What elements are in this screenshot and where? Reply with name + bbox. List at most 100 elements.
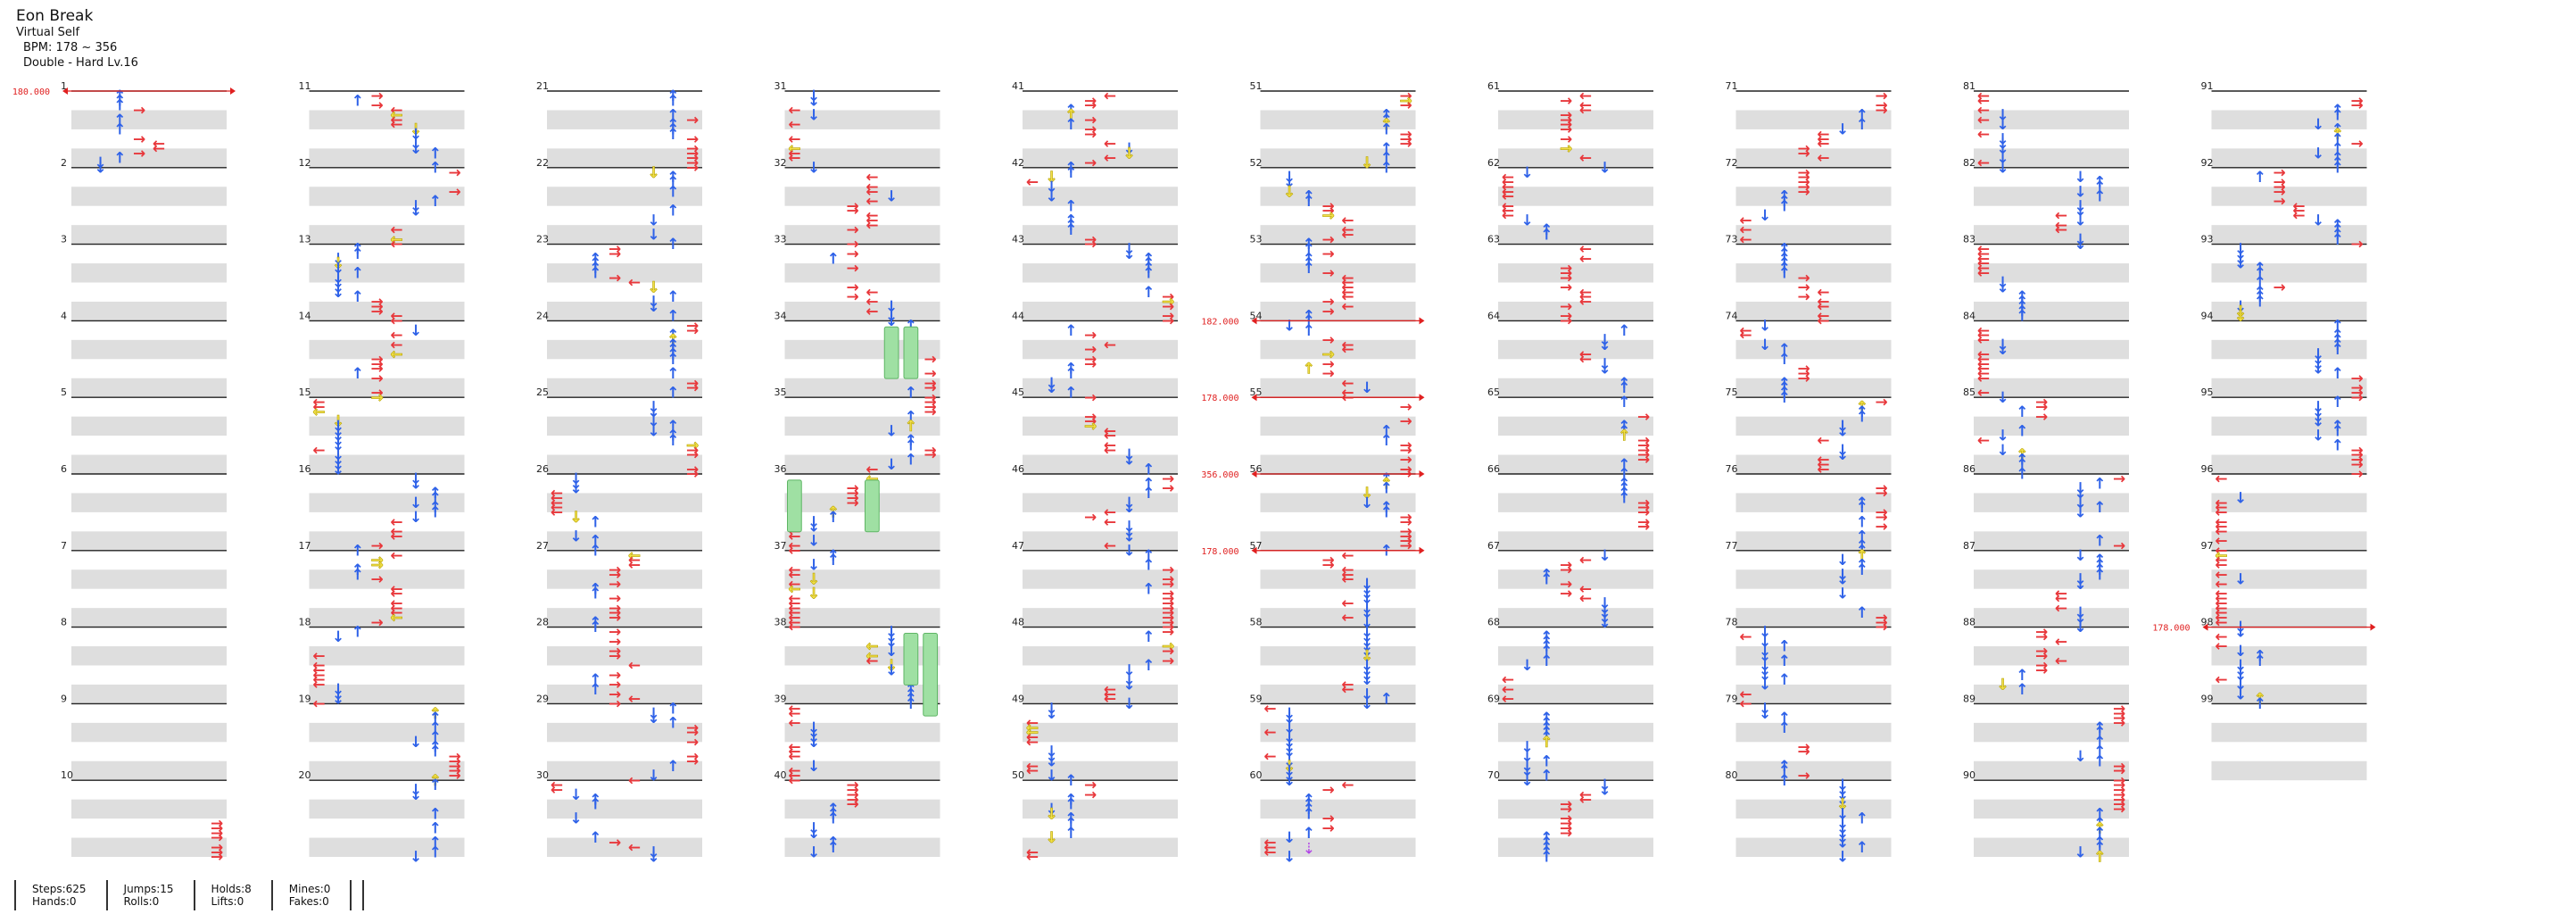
step-arrow: ↓ bbox=[1283, 829, 1296, 847]
step-arrow: ↓ bbox=[1283, 183, 1296, 201]
step-arrow: ↓ bbox=[1123, 499, 1136, 517]
step-arrow: ← bbox=[2055, 217, 2067, 235]
measure-row-shade bbox=[2211, 722, 2367, 743]
measure-row-shade bbox=[1023, 148, 1178, 168]
step-arrow: ↓ bbox=[648, 298, 660, 316]
step-arrow: ← bbox=[1579, 150, 1592, 168]
step-arrow: ↓ bbox=[808, 729, 820, 747]
step-arrow: ↑ bbox=[1778, 652, 1791, 670]
measure-row-shade bbox=[309, 608, 465, 627]
step-arrow: ↑ bbox=[1303, 322, 1315, 340]
step-arrow: ↓ bbox=[410, 322, 422, 340]
step-arrow: → bbox=[2351, 92, 2364, 110]
step-arrow: ↓ bbox=[2312, 212, 2324, 229]
measure-row-shade bbox=[547, 722, 702, 743]
step-arrow: ↓ bbox=[2075, 183, 2087, 201]
measure-row-shade bbox=[1498, 837, 1653, 857]
step-arrow: ↑ bbox=[1540, 571, 1553, 589]
step-arrow: → bbox=[1084, 121, 1097, 139]
measure-row-shade bbox=[1260, 263, 1416, 283]
step-arrow: ↓ bbox=[1361, 638, 1373, 656]
step-arrow: ↓ bbox=[2312, 346, 2324, 364]
step-arrow: ↑ bbox=[667, 714, 679, 732]
step-arrow: ← bbox=[788, 561, 800, 579]
step-arrow: ← bbox=[1341, 594, 1354, 612]
step-arrow: → bbox=[2035, 399, 2048, 417]
bpm-change-marker bbox=[2370, 623, 2376, 631]
step-arrow: → bbox=[1560, 819, 1572, 837]
step-arrow: ↑ bbox=[827, 839, 840, 857]
measure-row-shade bbox=[2211, 339, 2367, 360]
step-arrow: → bbox=[1876, 519, 1888, 536]
step-arrow: ↓ bbox=[1997, 677, 2009, 694]
measure-row-shade bbox=[1498, 187, 1653, 206]
step-arrow: ← bbox=[1977, 260, 1990, 278]
measure-row-shade bbox=[1974, 684, 2129, 704]
measure-number: 9 bbox=[61, 693, 67, 704]
step-arrow: ← bbox=[866, 461, 878, 478]
measure-row-shade bbox=[71, 148, 227, 168]
step-arrow: ↑ bbox=[2093, 557, 2106, 575]
measure-number: 73 bbox=[1726, 234, 1738, 245]
step-arrow: ↑ bbox=[1380, 112, 1393, 129]
step-arrow: → bbox=[371, 351, 384, 369]
step-arrow: ← bbox=[1817, 308, 1829, 326]
step-arrow: → bbox=[449, 767, 461, 785]
measure-row-shade bbox=[547, 339, 702, 360]
measure-row-shade bbox=[1974, 263, 2129, 283]
step-arrow: ← bbox=[1977, 264, 1990, 282]
step-arrow: ↑ bbox=[1856, 403, 1868, 421]
step-arrow: ↑ bbox=[1142, 255, 1155, 273]
step-arrow: → bbox=[1876, 509, 1888, 527]
measure-number: 69 bbox=[1487, 693, 1500, 704]
step-arrow: ↑ bbox=[1540, 839, 1553, 857]
step-arrow: ↑ bbox=[1380, 432, 1393, 450]
step-arrow: ← bbox=[1341, 212, 1354, 229]
step-arrow: ↓ bbox=[808, 557, 820, 575]
step-arrow: ← bbox=[1104, 150, 1116, 168]
step-arrow: ↑ bbox=[1142, 284, 1155, 302]
measure-number: 96 bbox=[2201, 463, 2214, 475]
step-arrow: ← bbox=[312, 394, 325, 411]
step-arrow: ↑ bbox=[429, 159, 442, 177]
step-arrow: ↓ bbox=[2312, 355, 2324, 373]
step-arrow: ← bbox=[1817, 136, 1829, 154]
measure-row-shade bbox=[547, 569, 702, 589]
step-arrow: ↑ bbox=[1618, 394, 1630, 411]
step-arrow: ↓ bbox=[1123, 241, 1136, 259]
step-arrow: ← bbox=[1104, 422, 1116, 440]
hold-body bbox=[923, 632, 938, 717]
bpm-change-label: 180.000 bbox=[12, 87, 50, 97]
measure-row-shade bbox=[2211, 378, 2367, 398]
step-arrow: ↑ bbox=[1778, 710, 1791, 727]
measure-row-shade bbox=[784, 148, 940, 168]
measure-number: 21 bbox=[536, 80, 549, 92]
step-arrow: → bbox=[371, 298, 384, 316]
step-arrow: ← bbox=[866, 303, 878, 320]
step-arrow: ↑ bbox=[2093, 819, 2106, 837]
measure-number: 94 bbox=[2201, 310, 2214, 321]
step-arrow: ↑ bbox=[1540, 767, 1553, 785]
step-arrow: ↑ bbox=[1778, 671, 1791, 689]
step-arrow: ↓ bbox=[1123, 523, 1136, 541]
bpm-change-marker bbox=[1419, 394, 1425, 402]
step-arrow: ↓ bbox=[1997, 116, 2009, 134]
step-arrow: ↓ bbox=[1521, 762, 1534, 780]
step-arrow: → bbox=[847, 288, 859, 306]
step-arrow: → bbox=[2113, 710, 2125, 727]
step-arrow: → bbox=[2035, 628, 2048, 646]
step-arrow: ↑ bbox=[2093, 805, 2106, 823]
step-arrow: ↓ bbox=[2234, 245, 2247, 263]
step-arrow: ↓ bbox=[1361, 604, 1373, 622]
measure-row-shade bbox=[547, 493, 702, 512]
step-arrow: ↑ bbox=[667, 758, 679, 776]
step-arrow: ← bbox=[1739, 327, 1752, 345]
measure-row-shade bbox=[784, 722, 940, 743]
step-arrow: ← bbox=[1739, 695, 1752, 713]
step-arrow: → bbox=[1162, 470, 1174, 488]
measure-row-shade bbox=[1260, 378, 1416, 398]
step-arrow: → bbox=[2113, 705, 2125, 723]
step-arrow: ↓ bbox=[1997, 389, 2009, 407]
step-arrow: → bbox=[686, 379, 699, 397]
step-arrow: ↓ bbox=[1283, 772, 1296, 790]
